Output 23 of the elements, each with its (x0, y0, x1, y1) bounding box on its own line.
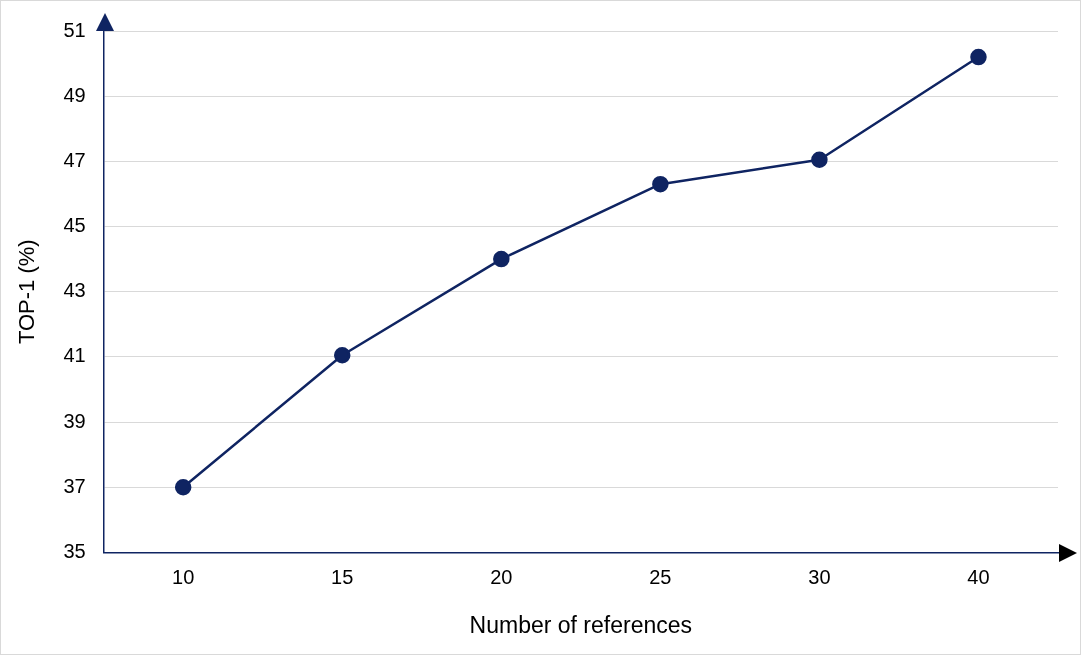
point (970, 48, 987, 66)
point (652, 175, 669, 193)
point (493, 250, 510, 268)
y-tick-label: 35 (63, 539, 86, 562)
x-tick-label: 10 (172, 565, 195, 588)
y-tick-label: 45 (63, 214, 86, 237)
x-tick-label: 40 (967, 565, 990, 588)
x-axis-title: Number of references (469, 611, 693, 638)
x-tick-label: 20 (490, 565, 513, 588)
x-tick-label: 25 (649, 565, 672, 588)
y-tick-label: 47 (63, 148, 86, 171)
point (811, 151, 828, 168)
x-tick-label: 15 (331, 565, 354, 588)
y-tick-label: 49 (63, 83, 86, 106)
point (174, 478, 192, 496)
y-tick-label: 41 (63, 344, 86, 367)
x-tick-label: 30 (808, 565, 831, 588)
y-axis-title: TOP-1 (%) (14, 239, 40, 345)
y-tick-label: 39 (63, 409, 86, 432)
point (333, 347, 351, 364)
y-tick-label: 37 (63, 474, 86, 497)
y-tick-label: 51 (63, 18, 86, 41)
y-tick-label: 43 (63, 279, 86, 302)
